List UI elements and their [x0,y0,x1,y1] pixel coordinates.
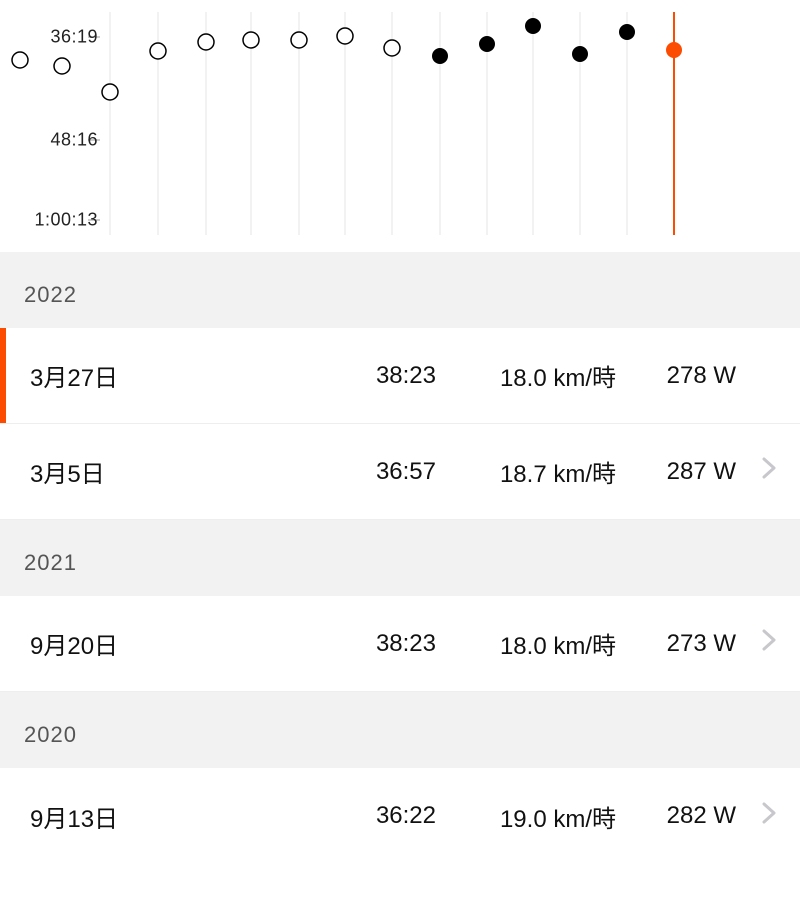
activity-power: 273 W [616,630,736,658]
activity-date: 3月5日 [30,454,326,489]
activity-row[interactable]: 9月20日38:2318.0 km/時273 W [0,596,800,692]
chevron-right-icon [762,457,776,479]
y-axis-label-1: 48:16 [50,130,98,151]
activity-power: 278 W [616,362,736,390]
activity-time: 36:22 [326,802,436,830]
activity-row[interactable]: 3月27日38:2318.0 km/時278 W [0,328,800,424]
chevron-right-icon [762,802,776,824]
activity-speed: 18.0 km/時 [436,358,616,393]
activity-power: 282 W [616,802,736,830]
disclosure-indicator [736,457,776,486]
year-section-header: 2022 [0,252,800,328]
activity-power: 287 W [616,458,736,486]
activity-time: 38:23 [326,630,436,658]
activity-list: 20223月27日38:2318.0 km/時278 W3月5日36:5718.… [0,252,800,864]
activity-speed: 18.0 km/時 [436,626,616,661]
activity-time: 38:23 [326,362,436,390]
activity-date: 9月20日 [30,626,326,661]
activity-time: 36:57 [326,458,436,486]
activity-speed: 19.0 km/時 [436,799,616,834]
activity-row[interactable]: 3月5日36:5718.7 km/時287 W [0,424,800,520]
activity-row[interactable]: 9月13日36:2219.0 km/時282 W [0,768,800,864]
disclosure-indicator [736,802,776,831]
disclosure-indicator [736,629,776,658]
chevron-right-icon [762,629,776,651]
y-axis-label-2: 1:00:13 [34,210,98,231]
activity-speed: 18.7 km/時 [436,454,616,489]
chart-canvas [0,0,800,252]
year-section-header: 2021 [0,520,800,596]
year-section-header: 2020 [0,692,800,768]
activity-date: 9月13日 [30,799,326,834]
y-axis-label-0: 36:19 [50,27,98,48]
activity-date: 3月27日 [30,358,326,393]
time-trend-chart: 36:19 48:16 1:00:13 [0,0,800,252]
